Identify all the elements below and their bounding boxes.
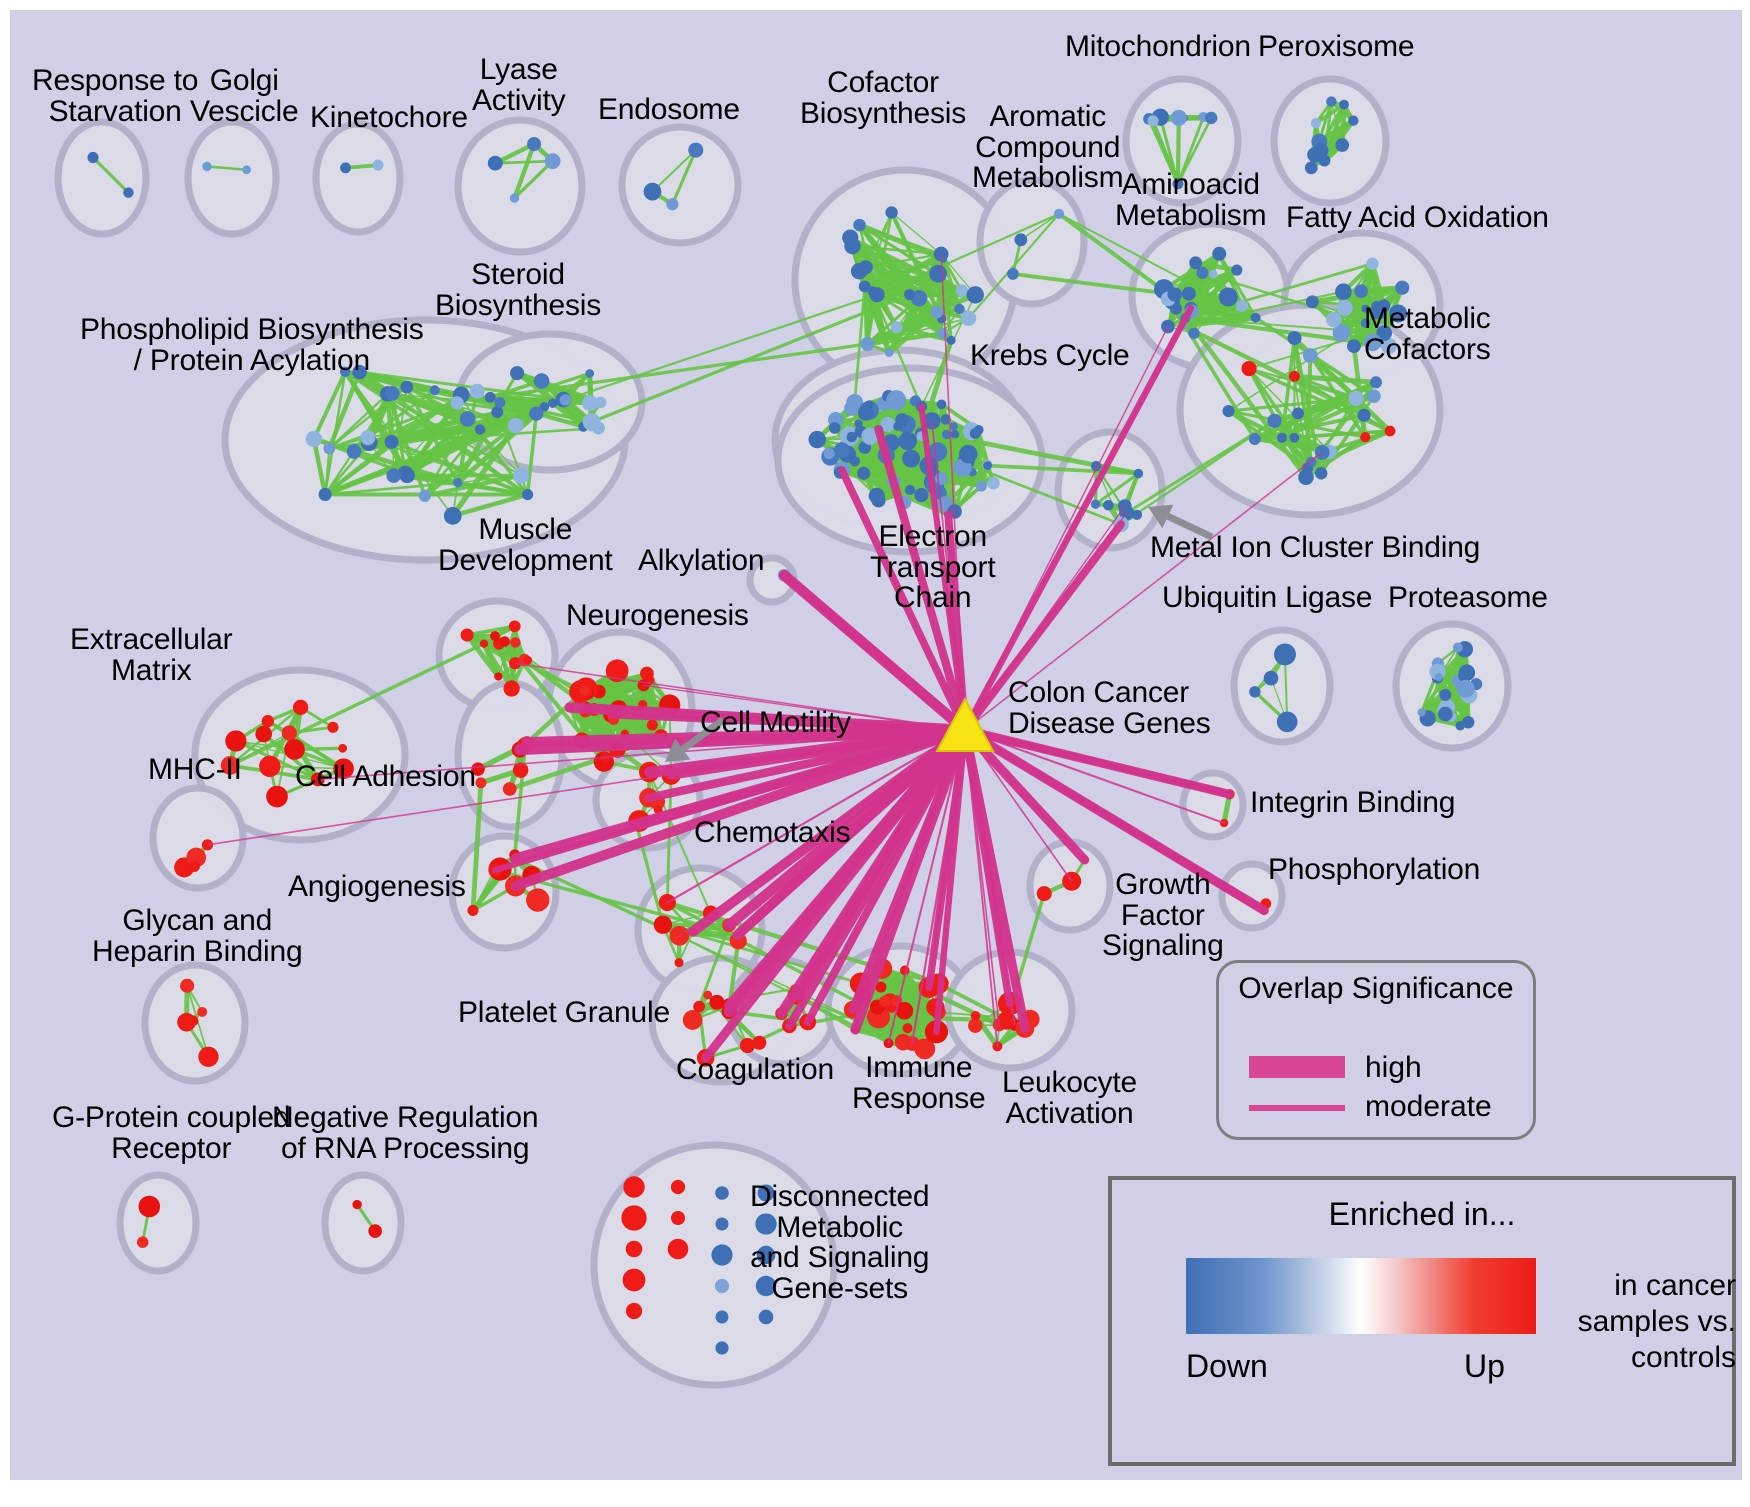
cluster-label-angiogenesis: Angiogenesis [288,870,466,903]
cluster-label-aromatic-compound-metabolism: Aromatic Compound Metabolism [972,100,1124,195]
overlap-significance-legend: Overlap Significance high moderate [1216,960,1536,1140]
cluster-label-platelet-granule: Platelet Granule [458,996,670,1029]
overlap-moderate-label: moderate [1365,1090,1492,1123]
cluster-label-alkylation: Alkylation [638,544,765,577]
cluster-label-metal-ion-cluster-binding: Metal Ion Cluster Binding [1150,531,1481,564]
cluster-label-endosome: Endosome [598,93,740,126]
cluster-label-mhc-ii: MHC-II [148,753,242,786]
enriched-in-legend: Enriched in... Down Up in cancer samples… [1108,1176,1736,1466]
cluster-label-integrin-binding: Integrin Binding [1250,786,1456,819]
cluster-label-disconnected-gene-sets: Disconnected Metabolic and Signaling Gen… [750,1180,930,1305]
cluster-label-cell-motility: Cell Motility [700,706,851,739]
cluster-label-coagulation: Coagulation [676,1053,834,1086]
cluster-label-proteasome: Proteasome [1388,581,1548,614]
cluster-label-fatty-acid-oxidation: Fatty Acid Oxidation [1286,201,1549,234]
cluster-label-lyase-activity: Lyase Activity [472,53,566,117]
cluster-label-leukocyte-activation: Leukocyte Activation [1002,1066,1137,1130]
cluster-label-glycan-heparin-binding: Glycan and Heparin Binding [92,904,303,968]
cluster-label-electron-transport-chain: Electron Transport Chain [870,520,996,615]
cluster-label-peroxisome: Peroxisome [1258,30,1415,63]
enrichment-down-label: Down [1186,1348,1268,1384]
cluster-label-aminoacid-metabolism: Aminoacid Metabolism [1115,168,1267,232]
cluster-label-ubiquitin-ligase: Ubiquitin Ligase [1162,581,1373,614]
cluster-label-immune-response: Immune Response [852,1051,986,1115]
cluster-label-kinetochore: Kinetochore [310,101,468,134]
cluster-label-muscle-development: Muscle Development [438,513,613,577]
network-graph [54,75,1512,1389]
cluster-label-mitochondrion: Mitochondrion [1065,30,1251,63]
cluster-label-metabolic-cofactors: Metabolic Cofactors [1364,302,1491,366]
cluster-label-steroid-biosynthesis: Steroid Biosynthesis [435,258,602,322]
cluster-label-krebs-cycle: Krebs Cycle [970,339,1130,372]
enrichment-side-note: in cancer samples vs. controls [1577,1269,1736,1374]
enrichment-up-label: Up [1464,1348,1505,1384]
cluster-label-extracellular-matrix: Extracellular Matrix [70,623,233,687]
cluster-label-golgi-vesicle: Golgi Vescicle [190,64,299,128]
cluster-label-phosphorylation: Phosphorylation [1268,853,1481,886]
overlap-legend-title: Overlap Significance [1238,972,1514,1005]
cluster-label-g-protein-coupled-receptor: G-Protein coupled Receptor [52,1101,291,1165]
cluster-label-growth-factor-signaling: Growth Factor Signaling [1102,868,1224,963]
overlap-high-label: high [1365,1051,1422,1084]
cluster-label-neurogenesis: Neurogenesis [566,599,749,632]
enriched-legend-title: Enriched in... [1328,1196,1516,1232]
cluster-label-negative-regulation-rna-processing: Negative Regulation of RNA Processing [272,1101,539,1165]
cluster-label-cofactor-biosynthesis: Cofactor Biosynthesis [800,66,967,130]
cluster-label-chemotaxis: Chemotaxis [694,816,851,849]
cluster-label-cell-adhesion: Cell Adhesion [295,760,476,793]
enrichment-color-bar [1186,1258,1536,1334]
cluster-label-response-to-starvation: Response to Starvation [32,64,199,128]
overlap-moderate-swatch [1249,1105,1345,1111]
network-panel: Response to Starvation Golgi Vescicle Kine… [10,10,1742,1480]
cluster-label-phospholipid-biosynthesis: Phospholipid Biosynthesis / Protein Acyl… [80,313,424,377]
hub-label: Colon Cancer Disease Genes [1008,676,1211,740]
overlap-high-swatch [1249,1056,1345,1078]
